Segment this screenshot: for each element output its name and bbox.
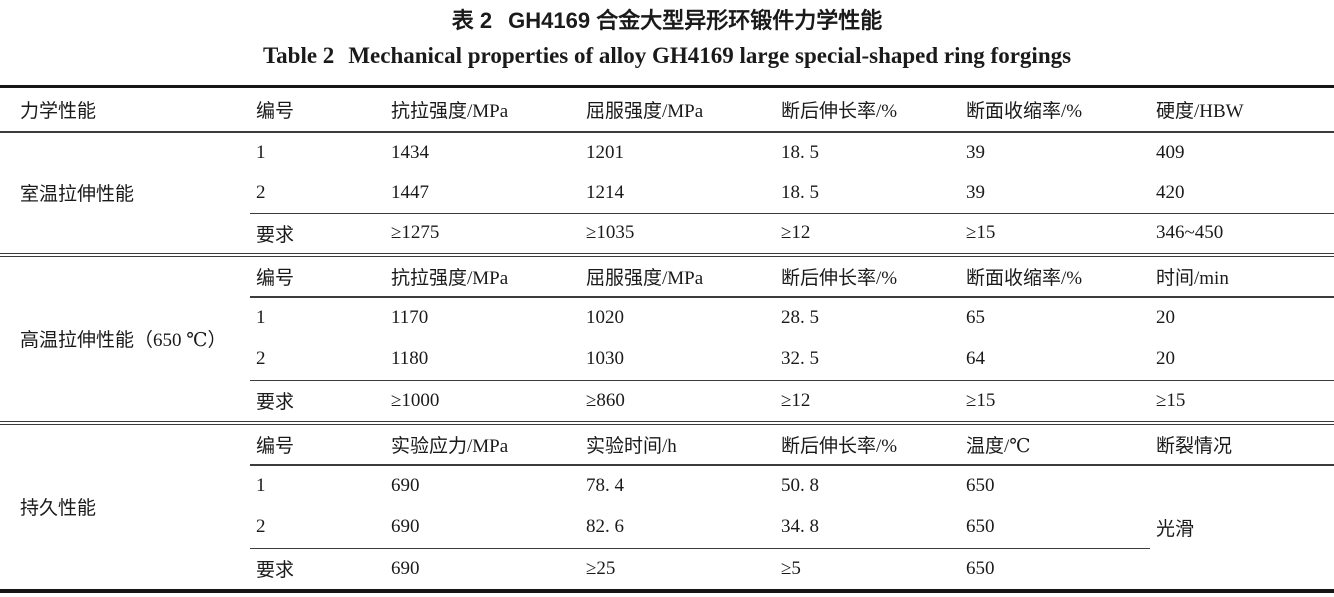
- table-cell: 1030: [586, 348, 624, 370]
- section-subheader-row: 持久性能 编号 实验应力/MPa 实验时间/h 断后伸长率/% 温度/℃ 断裂情…: [0, 422, 1334, 519]
- requirement-row: 要求 ≥1275 ≥1035 ≥12 ≥15 346~450: [0, 213, 1334, 257]
- table-cell: 20: [1156, 307, 1175, 328]
- column-header: 断面收缩率/%: [960, 86, 1150, 133]
- requirement-row: 要求 ≥1000 ≥860 ≥12 ≥15 ≥15: [0, 380, 1334, 425]
- column-header: 编号: [250, 422, 385, 466]
- table-title-zh-text: GH4169 合金大型异形环锻件力学性能: [508, 8, 883, 33]
- table-cell: ≥15: [1150, 380, 1334, 425]
- table-cell: 420: [1156, 181, 1185, 203]
- section-label: 高温拉伸性能（650 ℃）: [0, 254, 250, 425]
- table-cell: 650: [966, 516, 995, 538]
- table-header-row: 力学性能 编号 抗拉强度/MPa 屈服强度/MPa 断后伸长率/% 断面收缩率/…: [0, 86, 1334, 133]
- table-cell: 34. 8: [781, 516, 819, 538]
- table-cell: 2: [256, 181, 266, 203]
- table-cell: 409: [1156, 141, 1185, 163]
- table-title-en-text: Mechanical properties of alloy GH4169 la…: [348, 43, 1072, 68]
- table-title-en: Table 2 Mechanical properties of alloy GH…: [0, 40, 1334, 72]
- table-cell: ≥860: [580, 380, 775, 425]
- table-cell: 39: [966, 181, 985, 203]
- table-cell: 32. 5: [781, 348, 819, 370]
- table-cell: 1180: [391, 348, 429, 370]
- column-header: 编号: [250, 254, 385, 298]
- table-cell: 20: [1156, 348, 1175, 370]
- section-label: 室温拉伸性能: [0, 131, 250, 257]
- section-subheader-row: 高温拉伸性能（650 ℃） 编号 抗拉强度/MPa 屈服强度/MPa 断后伸长率…: [0, 254, 1334, 425]
- table-cell: ≥1275: [385, 213, 580, 257]
- table-row: 1 690 78. 4 50. 8 650 光滑: [0, 465, 1334, 540]
- column-header: 力学性能: [0, 86, 250, 133]
- table-cell: ≥12: [775, 380, 960, 425]
- column-header: 抗拉强度/MPa: [385, 86, 580, 133]
- column-header: 抗拉强度/MPa: [385, 254, 580, 298]
- table-row: 室温拉伸性能 1 1434 1201 18. 5 39 409: [0, 131, 1334, 257]
- table-cell: 要求: [250, 213, 385, 257]
- table-cell: 1: [256, 475, 266, 496]
- column-header: 断裂情况: [1150, 422, 1334, 466]
- table-cell: 1: [256, 141, 266, 163]
- table-cell: 346~450: [1150, 213, 1334, 257]
- table-row: 1 1170 1020 28. 5 65 20: [0, 297, 1334, 339]
- table-cell: 82. 6: [586, 516, 624, 538]
- table-cell: ≥5: [775, 548, 960, 591]
- table-cell: 要求: [250, 380, 385, 425]
- table-title-zh: 表 2 GH4169 合金大型异形环锻件力学性能: [0, 6, 1334, 36]
- table-cell: ≥1035: [580, 213, 775, 257]
- table-cell: 要求: [250, 548, 385, 591]
- section-label: 持久性能: [20, 498, 97, 519]
- table-cell: 18. 5: [781, 181, 819, 203]
- table-cell: 650: [960, 548, 1150, 591]
- table-cell: ≥12: [775, 213, 960, 257]
- table-cell: 65: [966, 307, 985, 328]
- table-cell: 18. 5: [781, 141, 819, 163]
- table-cell: ≥15: [960, 213, 1150, 257]
- requirement-row: 要求 690 ≥25 ≥5 650: [0, 548, 1334, 591]
- table-cell: 1170: [391, 307, 429, 328]
- column-header: 实验时间/h: [580, 422, 775, 466]
- table-cell: 64: [966, 348, 985, 370]
- column-header: 屈服强度/MPa: [580, 254, 775, 298]
- column-header: 断后伸长率/%: [775, 422, 960, 466]
- table-row: 2 1180 1030 32. 5 64 20: [0, 339, 1334, 381]
- table-cell: 28. 5: [781, 307, 819, 328]
- table-number-zh: 表 2: [451, 8, 493, 33]
- table-row: 2 1447 1214 18. 5 39 420: [0, 173, 1334, 214]
- column-header: 屈服强度/MPa: [580, 86, 775, 133]
- column-header: 温度/℃: [960, 422, 1150, 466]
- column-header: 编号: [250, 86, 385, 133]
- table-cell: 690: [391, 475, 420, 496]
- table-cell: 1201: [586, 141, 624, 163]
- table-cell: 690: [391, 516, 420, 538]
- column-header: 硬度/HBW: [1150, 86, 1334, 133]
- table-cell: ≥25: [580, 548, 775, 591]
- table-cell: 78. 4: [586, 475, 624, 496]
- column-header: 断面收缩率/%: [960, 254, 1150, 298]
- table-cell: 1020: [586, 307, 624, 328]
- mechanical-properties-table: 力学性能 编号 抗拉强度/MPa 屈服强度/MPa 断后伸长率/% 断面收缩率/…: [0, 85, 1334, 593]
- table-cell: 650: [966, 475, 995, 496]
- table-cell: 1434: [391, 141, 429, 163]
- table-cell: 690: [385, 548, 580, 591]
- table-cell: 1214: [586, 181, 624, 203]
- table-cell: 2: [256, 516, 266, 538]
- merged-fracture-cell: 光滑: [1156, 518, 1195, 540]
- table-cell: ≥15: [960, 380, 1150, 425]
- column-header: 断后伸长率/%: [775, 254, 960, 298]
- table-cell: 50. 8: [781, 475, 819, 496]
- column-header: 实验应力/MPa: [385, 422, 580, 466]
- column-header: 断后伸长率/%: [775, 86, 960, 133]
- table-cell: 2: [256, 348, 266, 370]
- column-header: 时间/min: [1150, 254, 1334, 298]
- table-row: 2 690 82. 6 34. 8 650: [0, 507, 1334, 549]
- table-cell: 39: [966, 141, 985, 163]
- table-cell: 1447: [391, 181, 429, 203]
- table-cell: ≥1000: [385, 380, 580, 425]
- table-cell: 1: [256, 307, 266, 328]
- table-number-en: Table 2: [262, 43, 335, 68]
